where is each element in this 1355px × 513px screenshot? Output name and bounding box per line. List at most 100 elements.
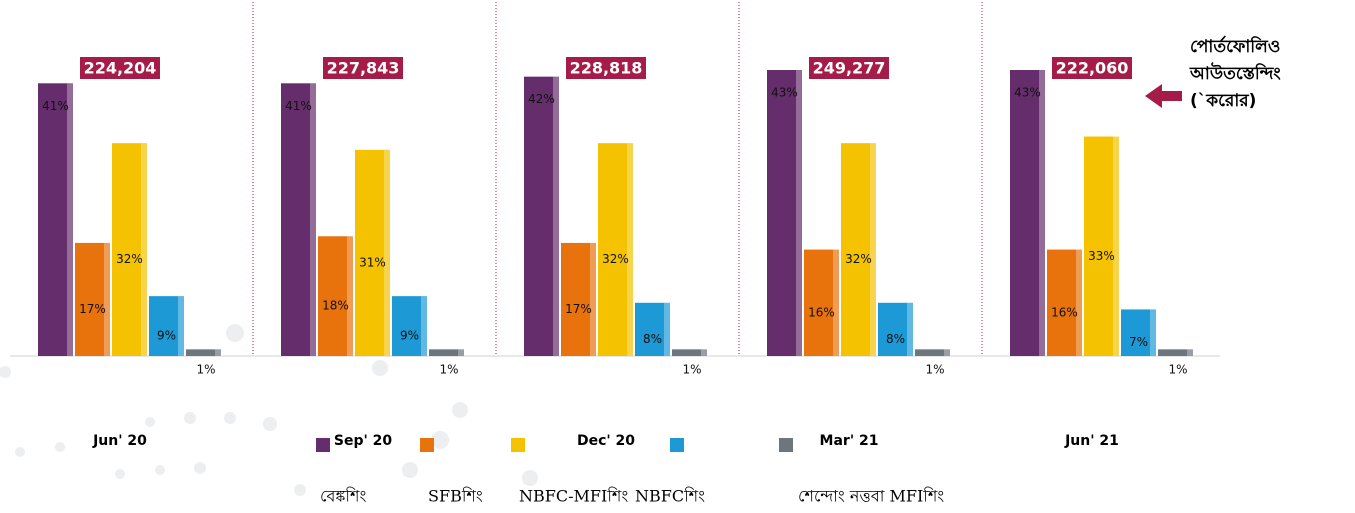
value-label: 32% xyxy=(116,252,143,266)
value-label: 1% xyxy=(439,363,458,377)
value-label: 18% xyxy=(322,299,349,313)
legend-label: NBFCশিং xyxy=(635,487,705,506)
bar xyxy=(112,143,147,356)
value-label: 8% xyxy=(886,332,905,346)
legend-label: শেন্দোং নত্তবা MFIশিং xyxy=(798,487,944,506)
x-tick-label: Mar' 21 xyxy=(820,433,879,449)
value-label: 43% xyxy=(1014,86,1041,100)
total-box xyxy=(323,57,403,79)
bar-highlight xyxy=(553,76,559,357)
bar-highlight xyxy=(384,149,390,356)
bar xyxy=(186,349,221,356)
legend-swatch xyxy=(670,438,684,452)
bar-highlight xyxy=(215,349,221,356)
total-box xyxy=(80,57,160,79)
bar-highlight xyxy=(870,143,876,356)
bar xyxy=(1084,136,1119,356)
bar xyxy=(767,70,802,356)
total-label: 228,818 xyxy=(570,59,643,78)
value-label: 9% xyxy=(157,329,176,343)
annotation-arrow xyxy=(1145,84,1182,108)
bar xyxy=(1121,309,1156,356)
bar-highlight xyxy=(1150,309,1156,356)
bar xyxy=(524,76,559,357)
bar xyxy=(281,83,316,357)
total-box xyxy=(809,57,889,79)
bar-highlight xyxy=(701,349,707,356)
bar-highlight xyxy=(141,143,147,356)
annotation: আউতস্তেন্দিং xyxy=(1189,62,1281,84)
value-label: 41% xyxy=(42,99,69,113)
bar xyxy=(635,302,670,356)
bar-highlight xyxy=(67,83,73,357)
bar-highlight xyxy=(1076,249,1082,356)
value-label: 1% xyxy=(1168,363,1187,377)
value-label: 32% xyxy=(845,252,872,266)
x-tick-label: Dec' 20 xyxy=(577,433,635,449)
total-label: 227,843 xyxy=(327,59,400,78)
value-label: 17% xyxy=(565,302,592,316)
bar xyxy=(149,296,184,356)
bar xyxy=(38,83,73,357)
value-label: 16% xyxy=(1051,305,1078,319)
value-label: 8% xyxy=(643,332,662,346)
value-label: 7% xyxy=(1129,335,1148,349)
bar xyxy=(355,149,390,356)
x-tick-label: Jun' 21 xyxy=(1064,433,1119,449)
value-label: 31% xyxy=(359,255,386,269)
legend-label: SFBশিং xyxy=(428,487,483,506)
value-label: 1% xyxy=(682,363,701,377)
bar xyxy=(1010,70,1045,356)
bar-highlight xyxy=(347,236,353,356)
total-label: 222,060 xyxy=(1056,59,1129,78)
bar-highlight xyxy=(664,302,670,356)
bar-highlight xyxy=(944,349,950,356)
bar-highlight xyxy=(627,143,633,356)
bar-highlight xyxy=(1039,70,1045,356)
bar-highlight xyxy=(310,83,316,357)
bar-highlight xyxy=(907,302,913,356)
bar xyxy=(804,249,839,356)
value-label: 16% xyxy=(808,305,835,319)
legend-label: বেঙ্কশিং xyxy=(320,487,366,506)
legend-swatch xyxy=(420,438,434,452)
value-label: 17% xyxy=(79,302,106,316)
bar xyxy=(75,242,110,356)
total-box xyxy=(1052,57,1132,79)
value-label: 33% xyxy=(1088,249,1115,263)
value-label: 1% xyxy=(196,363,215,377)
total-label: 224,204 xyxy=(84,59,157,78)
value-label: 43% xyxy=(771,86,798,100)
bar xyxy=(318,236,353,356)
bar-highlight xyxy=(1187,349,1193,356)
value-label: 9% xyxy=(400,329,419,343)
decor-dots xyxy=(0,324,538,496)
value-label: 41% xyxy=(285,99,312,113)
bar xyxy=(392,296,427,356)
bar-highlight xyxy=(104,242,110,356)
bar xyxy=(915,349,950,356)
bar xyxy=(841,143,876,356)
bar-highlight xyxy=(590,242,596,356)
bar-highlight xyxy=(458,349,464,356)
bar-highlight xyxy=(1113,136,1119,356)
value-label: 42% xyxy=(528,92,555,106)
bar xyxy=(878,302,913,356)
bar-highlight xyxy=(421,296,427,356)
x-tick-label: Jun' 20 xyxy=(92,433,147,449)
legend-label: NBFC-MFIশিং xyxy=(519,487,628,506)
bar xyxy=(561,242,596,356)
legend-swatch xyxy=(779,438,793,452)
total-box xyxy=(566,57,646,79)
bar-highlight xyxy=(833,249,839,356)
bar xyxy=(429,349,464,356)
bar-highlight xyxy=(178,296,184,356)
value-label: 1% xyxy=(925,363,944,377)
x-tick-label: Sep' 20 xyxy=(334,433,393,449)
bar xyxy=(672,349,707,356)
bar-highlight xyxy=(796,70,802,356)
bar xyxy=(1158,349,1193,356)
bar xyxy=(598,143,633,356)
legend-swatch xyxy=(316,438,330,452)
